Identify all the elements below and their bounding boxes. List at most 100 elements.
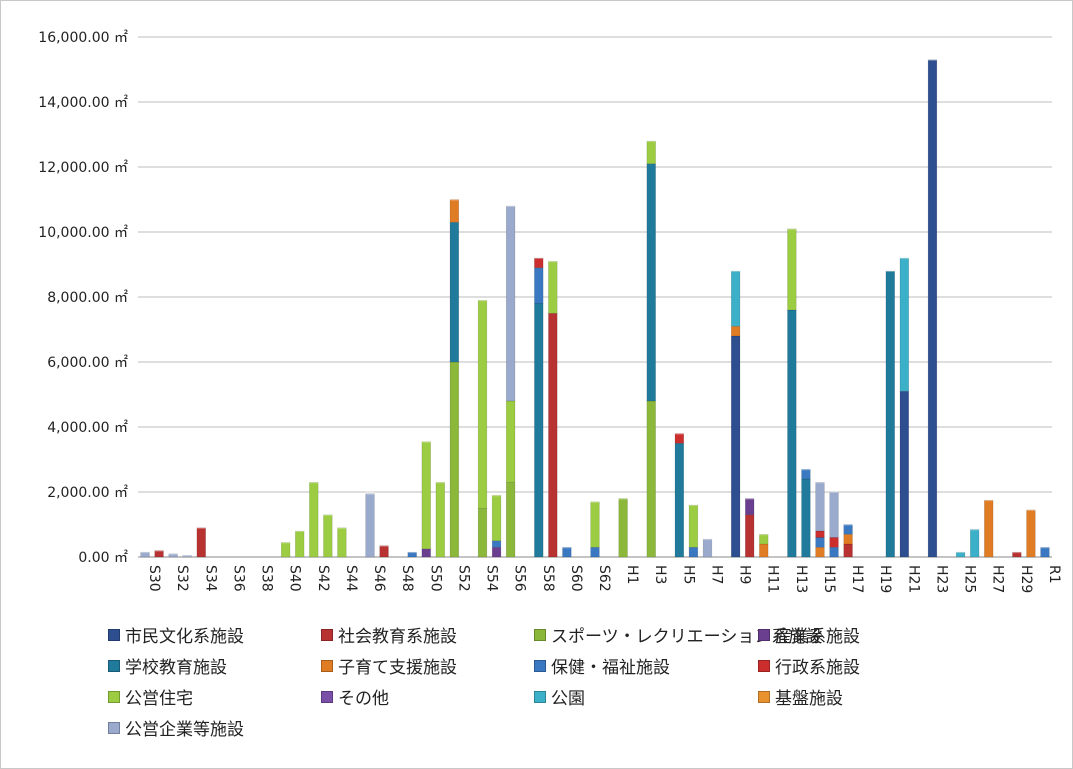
x-tick-label: R1 [1046,565,1062,584]
bar-cap-S30 [140,550,150,554]
bar-cap-H26 [970,527,980,531]
bar-segment-S49-保健・福祉施設 [407,551,417,558]
bar-cap-S41 [295,529,305,532]
legend-swatch [321,659,333,672]
bar-segment-S62-公営住宅 [590,501,600,548]
y-tick-label: 16,000.00 ㎡ [38,30,128,46]
bar-segment-H5-学校教育施設 [674,442,685,558]
x-tick-label: S30 [146,565,162,592]
bar-segment-S41-公営住宅 [295,530,305,558]
legend-swatch [108,628,120,641]
bar-cap-S51 [435,480,445,484]
bar-cap-S34 [196,525,206,529]
legend-label: 社会教育系施設 [338,627,457,647]
bar-segment-H9-市民文化系施設 [730,335,741,558]
bar-cap-S60 [562,545,572,549]
legend-label: 公営住宅 [125,689,193,709]
bar-cap-H30 [1026,507,1036,511]
x-tick-label: S60 [568,565,584,592]
bar-segment-S54-スポーツ・レクリエーション系施設 [477,507,488,558]
x-tick-label: S38 [259,565,275,592]
bar-segment-S58-学校教育施設 [534,303,544,558]
bar-cap-H23 [928,57,937,61]
bar-segment-S43-公営住宅 [323,514,333,558]
x-tick-label: S44 [343,565,359,592]
legend-item: 公園 [534,684,585,709]
bar-segment-S54-公営住宅 [477,299,488,509]
bar-segment-S46-公営企業等施設 [365,493,375,558]
x-tick-label: H3 [652,565,668,584]
x-tick-label: H29 [1018,565,1034,593]
x-tick-label: S40 [287,565,303,592]
bar-cap-H27 [984,498,994,502]
bar-segment-S59-社会教育系施設 [548,312,558,558]
legend-label: 行政系施設 [775,658,860,678]
bar-cap-H1 [618,496,628,500]
bar-segment-S52-スポーツ・レクリエーション系施設 [449,361,460,558]
x-tick-label: S50 [427,565,443,592]
bar-segment-S58-保健・福祉施設 [534,267,544,304]
bar-segment-S33-公営企業等施設 [182,555,192,558]
x-tick-label: H15 [821,565,837,593]
legend-item: 基盤施設 [758,684,843,709]
y-tick-label: 6,000.00 ㎡ [47,355,128,371]
bar-segment-H15-公営企業等施設 [815,481,825,532]
bar-segment-S55-公営住宅 [491,494,502,542]
bar-cap-H20 [885,269,895,272]
bar-segment-S32-公営企業等施設 [168,553,178,558]
x-tick-label: S46 [371,565,387,592]
bar-cap-H6 [689,503,698,506]
x-tick-label: S58 [540,565,556,592]
x-tick-label: S52 [455,565,471,592]
x-tick-label: H25 [962,565,978,593]
bar-cap-H25 [956,550,965,554]
legend-swatch [321,690,333,703]
x-tick-label: H19 [877,565,893,593]
legend-swatch [534,628,546,641]
bar-segment-H11-子育て支援施設 [759,543,769,558]
bar-segment-S52-子育て支援施設 [449,199,460,223]
bar-segment-H3-公営住宅 [646,140,656,165]
bar-cap-H3 [646,139,656,142]
legend-swatch [108,659,120,672]
bar-cap-S59 [548,259,558,263]
bar-segment-S56-スポーツ・レクリエーション系施設 [505,481,516,558]
bar-cap-S56 [506,204,515,207]
bar-segment-H9-公園 [730,270,741,327]
y-tick-label: 8,000.00 ㎡ [47,290,128,306]
bar-cap-S62 [590,499,600,503]
bar-cap-H11 [759,532,769,536]
bar-cap-S46 [365,491,375,495]
bar-segment-S50-公営住宅 [421,441,431,550]
bar-cap-S50 [421,439,431,443]
legend-label: 市民文化系施設 [125,627,244,647]
bar-segment-H23-市民文化系施設 [927,59,938,558]
legend-label: 公園 [551,689,585,709]
bar-segment-H14-保健・福祉施設 [801,468,811,480]
bar-segment-H25-公園 [955,551,966,558]
bar-cap-H7 [703,537,712,541]
bar-cap-S54 [478,298,487,302]
bar-segment-H21-公園 [899,257,910,392]
x-tick-label: S54 [484,565,500,592]
bar-segment-S59-公営住宅 [548,260,558,314]
bar-cap-H29 [1012,550,1022,554]
bar-segment-H16-保健・福祉施設 [829,546,839,558]
bar-segment-H16-行政系施設 [829,537,839,548]
bar-cap-S40 [281,540,291,544]
bar-segment-S56-公営住宅 [505,400,516,483]
legend-swatch [321,628,333,641]
bar-cap-S31 [154,548,164,552]
x-tick-label: H9 [737,565,753,584]
x-tick-label: S32 [174,565,190,592]
legend-swatch [108,690,120,703]
bar-cap-H13 [787,226,797,230]
legend-swatch [758,659,770,672]
y-tick-label: 12,000.00 ㎡ [38,160,128,176]
bar-segment-H6-公営住宅 [688,504,699,548]
x-tick-label: H1 [624,565,640,584]
x-tick-label: H11 [765,565,781,593]
legend-swatch [108,721,120,734]
legend-item: 行政系施設 [758,653,860,678]
